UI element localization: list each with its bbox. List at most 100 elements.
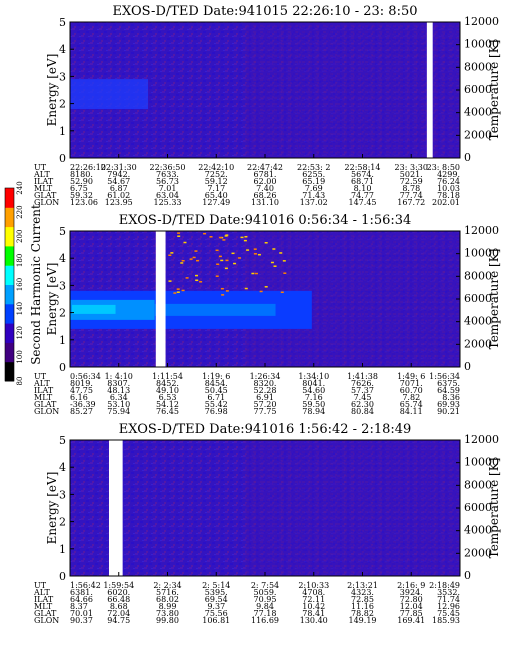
y-tick-label: 1 — [59, 543, 66, 556]
table-cell: 94.75 — [107, 616, 130, 625]
table-cell: 9.84 — [256, 602, 274, 611]
table-cell: 8454. — [205, 379, 228, 388]
colorbar-segment — [5, 265, 14, 285]
hit-mark — [246, 249, 250, 251]
colorbar-segment — [5, 245, 14, 266]
table-cell: 7.01 — [159, 184, 177, 193]
colorbar-tick-label: 140 — [16, 302, 24, 315]
heatmap-region — [245, 440, 460, 576]
table-cell: 167.72 — [397, 198, 425, 207]
y-tick-label: 0 — [59, 570, 66, 583]
table-cell: 68.26 — [254, 191, 277, 200]
y-tick-label: 1 — [59, 334, 66, 347]
hit-mark — [168, 280, 172, 282]
y-right-tick-label: 0 — [464, 360, 471, 373]
spectrogram-panel-1: EXOS-D/TED Date:941015 22:26:10 - 23: 8:… — [33, 4, 501, 207]
hit-mark — [238, 257, 242, 259]
table-cell: 2: 2:34 — [153, 581, 181, 590]
table-cell: 6381. — [70, 588, 93, 597]
table-cell: 61.02 — [107, 191, 130, 200]
table-cell: 57.37 — [351, 386, 374, 395]
table-cell: 59.32 — [70, 191, 93, 200]
table-row-label: ILAT — [34, 595, 54, 604]
colorbar-label: Second Harmonic Current — [29, 204, 43, 365]
table-cell: 63.04 — [156, 191, 179, 200]
table-cell: 22:31:30 — [101, 163, 137, 172]
y-right-tick-label: 4000 — [464, 315, 492, 328]
y-tick-label: 2 — [59, 307, 66, 320]
table-cell: 75.45 — [437, 609, 460, 618]
table-cell: 7942. — [107, 170, 130, 179]
table-cell: 62.30 — [351, 400, 374, 409]
hit-mark — [253, 253, 257, 255]
table-cell: 202.01 — [432, 198, 460, 207]
table-row-label: ILAT — [34, 386, 54, 395]
table-cell: 1:11:54 — [152, 372, 183, 381]
table-cell: 5716. — [156, 588, 179, 597]
table-cell: 22:47:42 — [247, 163, 283, 172]
table-cell: 7633. — [156, 170, 179, 179]
table-cell: 70.01 — [70, 609, 93, 618]
hit-mark — [225, 259, 229, 262]
hit-mark — [195, 279, 199, 282]
heatmap-region — [245, 22, 460, 158]
y-axis-label: Energy [eV] — [45, 54, 59, 127]
colorbar-tick-label: 100 — [16, 350, 24, 363]
table-cell: 54.12 — [156, 400, 179, 409]
hit-mark — [180, 262, 184, 264]
table-cell: 3532. — [437, 588, 460, 597]
table-cell: 2:16: 9 — [397, 581, 425, 590]
table-cell: 9.37 — [207, 602, 225, 611]
hit-mark — [203, 232, 207, 235]
enhancement-core — [154, 303, 276, 316]
table-cell: 7.17 — [207, 184, 225, 193]
intensity-enhancement — [70, 79, 148, 110]
table-cell: 72.04 — [107, 609, 130, 618]
y-tick-label: 1 — [59, 125, 66, 138]
table-cell: 127.49 — [202, 198, 230, 207]
hit-mark — [244, 287, 248, 290]
y-tick-label: 0 — [59, 152, 66, 165]
table-cell: 69.54 — [205, 595, 228, 604]
table-cell: 4323. — [351, 588, 374, 597]
table-cell: 59.12 — [205, 177, 228, 186]
table-cell: 53.10 — [107, 400, 130, 409]
hit-mark — [220, 287, 224, 290]
table-cell: 6.16 — [70, 393, 88, 402]
table-cell: 72.59 — [400, 177, 423, 186]
y-tick-label: 3 — [59, 70, 66, 83]
colorbar-tick-label: 240 — [16, 181, 24, 194]
table-cell: 57.20 — [254, 400, 277, 409]
hit-mark — [215, 275, 219, 277]
colorbar-frame — [4, 187, 15, 382]
table-cell: 22:42:10 — [198, 163, 234, 172]
panel-title: EXOS-D/TED Date:941016 1:56:42 - 2:18:49 — [119, 422, 412, 437]
hit-mark — [251, 272, 255, 275]
y-right-tick-label: 8000 — [464, 478, 492, 491]
table-cell: 54.67 — [107, 177, 130, 186]
table-cell: 8.68 — [110, 602, 128, 611]
table-cell: 8452. — [156, 379, 179, 388]
table-cell: 8.99 — [159, 602, 177, 611]
table-cell: 48.13 — [107, 386, 130, 395]
y-right-tick-label: 4000 — [464, 106, 492, 119]
table-cell: 130.40 — [300, 616, 328, 625]
table-cell: 7.69 — [305, 184, 323, 193]
table-cell: 62.00 — [254, 177, 277, 186]
y-right-axis-label: Temperature [K] — [487, 458, 501, 559]
table-cell: 50.45 — [205, 386, 228, 395]
hit-mark — [220, 259, 224, 262]
table-cell: 22:53: 2 — [297, 163, 330, 172]
table-cell: 77.74 — [400, 191, 423, 200]
colorbar-segment — [5, 188, 14, 208]
hit-mark — [177, 232, 181, 234]
y-right-tick-label: 2000 — [464, 128, 492, 141]
table-cell: 52.28 — [254, 386, 277, 395]
y-tick-label: 5 — [59, 434, 66, 447]
colorbar-tick-label: 160 — [16, 278, 24, 291]
table-cell: 7252. — [205, 170, 228, 179]
y-right-tick-label: 10000 — [464, 38, 499, 51]
